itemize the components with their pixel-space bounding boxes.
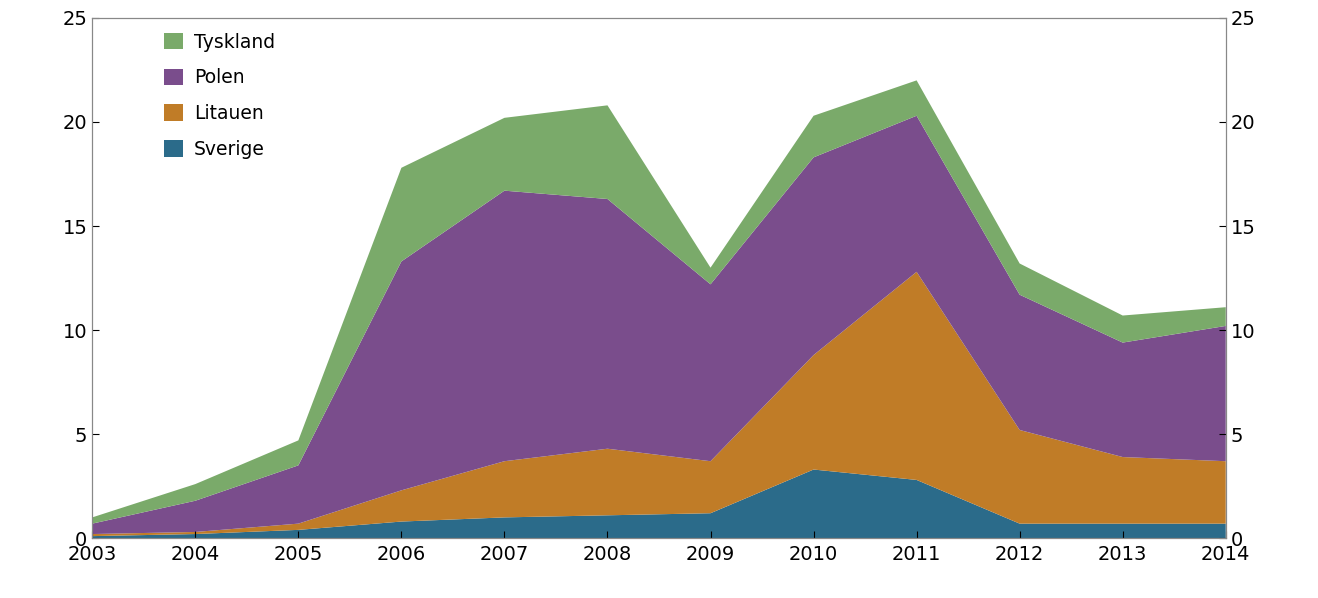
Legend: Tyskland, Polen, Litauen, Sverige: Tyskland, Polen, Litauen, Sverige xyxy=(163,32,275,159)
